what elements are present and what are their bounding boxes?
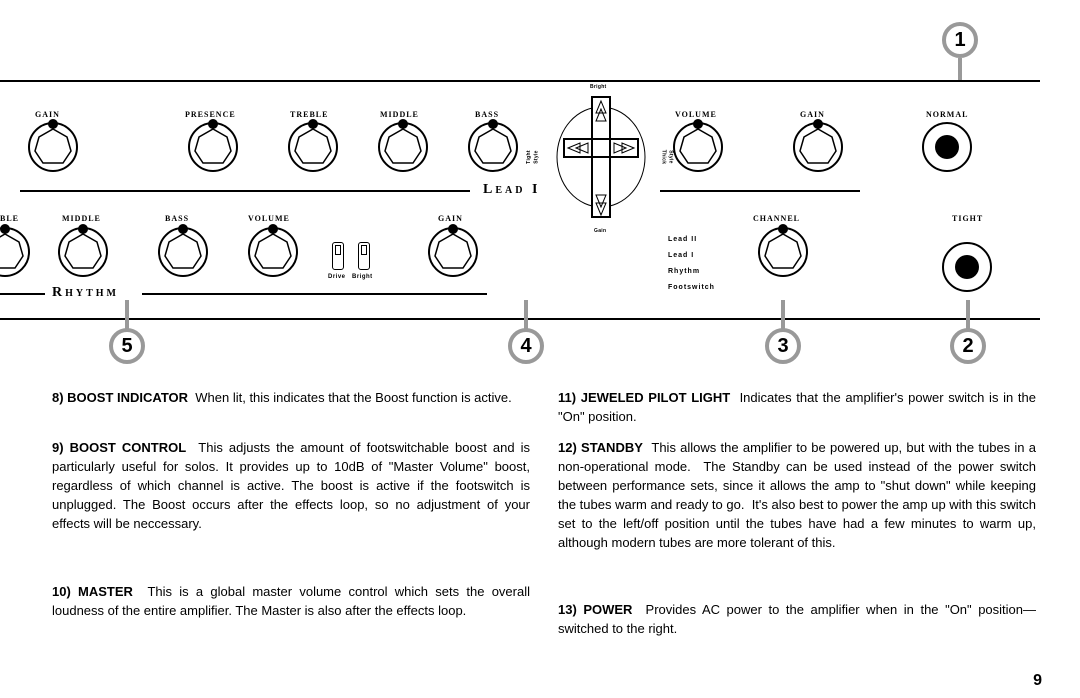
- label-normal: Normal: [926, 110, 968, 119]
- callout-5-line: [125, 300, 129, 330]
- text-11: 11) JEWELED PILOT LIGHT Indicates that t…: [558, 388, 1036, 426]
- knob-middle-2[interactable]: [58, 227, 108, 277]
- rhythm-divider-right: [142, 293, 487, 295]
- label-gain-2: Gain: [800, 110, 825, 119]
- label-drive: Drive: [328, 274, 346, 280]
- amp-panel: Gain Presence Treble Middle Bass Volume …: [0, 80, 1040, 320]
- cross-left1: Tight: [526, 150, 532, 164]
- knob-channel[interactable]: [758, 227, 808, 277]
- knob-gain-3[interactable]: [428, 227, 478, 277]
- knob-gain-1[interactable]: [28, 122, 78, 172]
- label-channel: Channel: [753, 214, 800, 223]
- knob-treble[interactable]: [288, 122, 338, 172]
- lead-divider-left: [20, 190, 470, 192]
- lead-label: Lead I: [483, 182, 540, 198]
- label-volume-1: Volume: [675, 110, 717, 119]
- jack-tight[interactable]: [942, 242, 992, 292]
- knob-bass-2[interactable]: [158, 227, 208, 277]
- label-treble: Treble: [290, 110, 328, 119]
- cross-right2: Style: [668, 150, 674, 163]
- text-8: 8) BOOST INDICATOR When lit, this indica…: [52, 388, 530, 407]
- cross-left2: Style: [534, 150, 540, 163]
- callout-4-line: [524, 300, 528, 330]
- knob-presence[interactable]: [188, 122, 238, 172]
- toggle-bright[interactable]: [358, 242, 370, 270]
- label-bass-1: Bass: [475, 110, 499, 119]
- label-volume-2: Volume: [248, 214, 290, 223]
- label-ble: ble: [0, 214, 19, 223]
- ch-lead2: Lead II: [668, 232, 715, 248]
- cross-bottom: Gain: [594, 228, 606, 234]
- knob-cut[interactable]: [0, 227, 30, 277]
- callout-3: 3: [765, 328, 801, 364]
- cross-right1: Thick: [660, 150, 666, 165]
- knob-gain-2[interactable]: [793, 122, 843, 172]
- callout-2-line: [966, 300, 970, 330]
- cross-logo: [556, 87, 646, 227]
- label-bright: Bright: [352, 274, 373, 280]
- callout-2: 2: [950, 328, 986, 364]
- text-13: 13) POWER Provides AC power to the ampli…: [558, 600, 1036, 638]
- ch-lead1: Lead I: [668, 248, 715, 264]
- cross-top: Bright: [590, 84, 607, 90]
- knob-middle-1[interactable]: [378, 122, 428, 172]
- label-middle-2: Middle: [62, 214, 101, 223]
- label-bass-2: Bass: [165, 214, 189, 223]
- page-number: 9: [1033, 672, 1042, 690]
- ch-footswitch: Footswitch: [668, 280, 715, 296]
- channel-options: Lead II Lead I Rhythm Footswitch: [668, 232, 715, 296]
- label-tight: Tight: [952, 214, 983, 223]
- jack-normal[interactable]: [922, 122, 972, 172]
- callout-5: 5: [109, 328, 145, 364]
- knob-bass-1[interactable]: [468, 122, 518, 172]
- callout-3-line: [781, 300, 785, 330]
- callout-4: 4: [508, 328, 544, 364]
- toggle-drive[interactable]: [332, 242, 344, 270]
- ch-rhythm: Rhythm: [668, 264, 715, 280]
- callout-1: 1: [942, 22, 978, 58]
- lead-divider-right: [660, 190, 860, 192]
- label-gain-1: Gain: [35, 110, 60, 119]
- label-presence: Presence: [185, 110, 236, 119]
- knob-volume-2[interactable]: [248, 227, 298, 277]
- rhythm-divider-left: [0, 293, 45, 295]
- text-12: 12) STANDBY This allows the amplifier to…: [558, 438, 1036, 552]
- text-10: 10) MASTER This is a global master volum…: [52, 582, 530, 620]
- rhythm-label: Rhythm: [52, 285, 119, 301]
- label-middle-1: Middle: [380, 110, 419, 119]
- text-9: 9) BOOST CONTROL This adjusts the amount…: [52, 438, 530, 533]
- label-gain-3: Gain: [438, 214, 463, 223]
- knob-volume-1[interactable]: [673, 122, 723, 172]
